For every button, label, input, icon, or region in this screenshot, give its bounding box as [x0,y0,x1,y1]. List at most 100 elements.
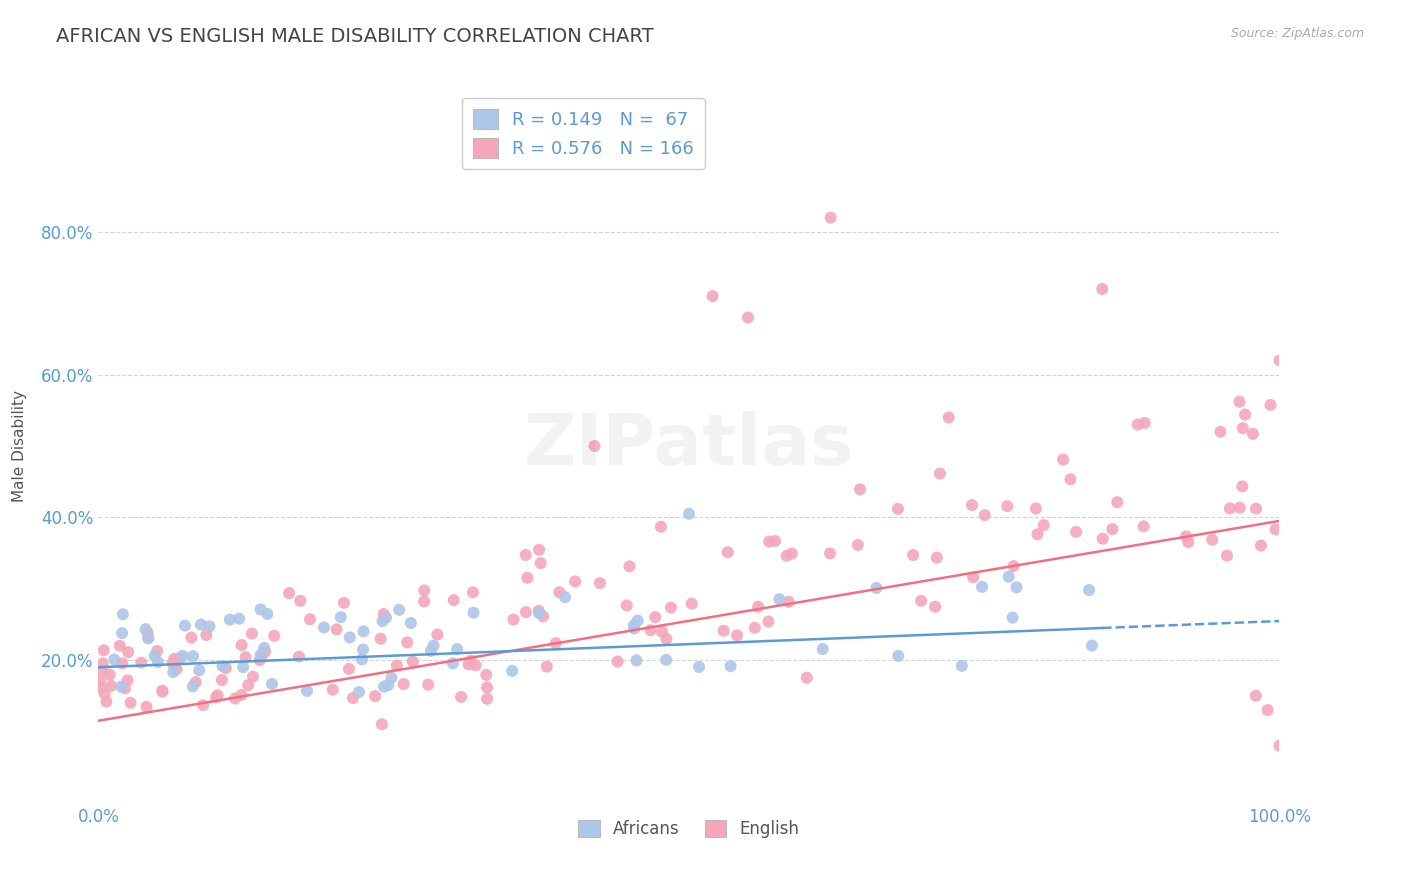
Point [353,624,375,639]
Point [1026,527,1049,541]
Point [910,594,932,608]
Point [644,610,666,624]
Point [973,508,995,523]
Point [181,680,204,694]
Point [205,690,228,705]
Point [413,594,436,608]
Point [1005,580,1028,594]
Point [443,593,465,607]
Point [865,581,887,595]
Point [422,639,444,653]
Point [1216,549,1239,563]
Point [117,673,139,688]
Point [589,576,612,591]
Point [342,690,364,705]
Point [887,501,910,516]
Point [249,602,271,616]
Point [962,570,984,584]
Point [1101,522,1123,536]
Point [120,696,142,710]
Point [475,691,498,706]
Point [333,596,356,610]
Point [1025,501,1047,516]
Point [399,616,422,631]
Point [950,658,973,673]
Point [370,632,392,646]
Point [413,583,436,598]
Point [938,410,960,425]
Point [253,640,276,655]
Point [136,632,159,646]
Point [110,680,132,694]
Point [224,691,246,706]
Point [548,585,571,599]
Point [218,613,240,627]
Point [211,659,233,673]
Point [441,657,464,671]
Point [238,678,260,692]
Point [928,467,950,481]
Point [1268,739,1291,753]
Point [531,609,554,624]
Point [1201,533,1223,547]
Point [720,659,742,673]
Point [626,653,648,667]
Point [150,683,173,698]
Point [627,614,650,628]
Point [650,520,672,534]
Point [1234,408,1257,422]
Point [298,612,321,626]
Point [846,538,869,552]
Point [1232,479,1254,493]
Point [1133,416,1156,430]
Point [778,595,800,609]
Point [89,673,111,688]
Point [215,661,238,675]
Point [375,610,398,624]
Point [811,642,834,657]
Point [396,635,419,649]
Point [623,618,645,632]
Point [515,605,537,619]
Point [91,657,114,671]
Point [536,659,558,673]
Point [995,499,1018,513]
Point [392,677,415,691]
Point [114,681,136,696]
Legend: Africans, English: Africans, English [571,813,807,845]
Point [172,648,194,663]
Point [924,599,946,614]
Point [98,667,121,681]
Point [475,668,498,682]
Point [502,613,524,627]
Point [329,610,352,624]
Point [96,695,118,709]
Point [1126,417,1149,432]
Point [1229,500,1251,515]
Point [463,606,485,620]
Point [1078,582,1101,597]
Point [240,626,263,640]
Point [325,623,347,637]
Point [295,684,318,698]
Point [1177,535,1199,549]
Point [776,549,799,563]
Point [228,612,250,626]
Point [758,534,780,549]
Point [91,664,114,678]
Point [1132,519,1154,533]
Point [1001,610,1024,624]
Point [249,653,271,667]
Point [191,698,214,713]
Point [263,629,285,643]
Point [174,618,197,632]
Point [252,647,274,661]
Point [659,600,682,615]
Point [385,658,408,673]
Point [717,545,740,559]
Point [419,644,441,658]
Point [616,599,638,613]
Point [352,642,374,657]
Point [475,681,498,695]
Point [373,680,395,694]
